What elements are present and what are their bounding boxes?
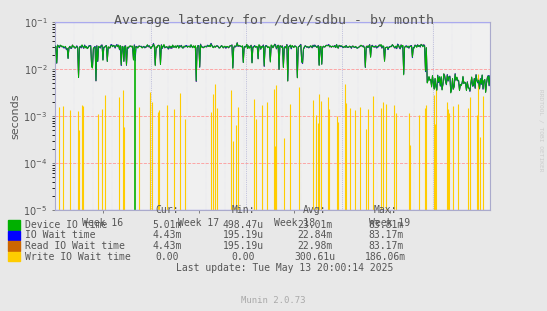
Text: Write IO Wait time: Write IO Wait time	[25, 252, 130, 262]
Text: Min:: Min:	[232, 205, 255, 215]
Text: 195.19u: 195.19u	[223, 241, 264, 251]
Text: RRDTOOL / TOBI OETIKER: RRDTOOL / TOBI OETIKER	[538, 89, 543, 172]
Text: 22.84m: 22.84m	[297, 230, 332, 240]
Text: 0.00: 0.00	[155, 252, 178, 262]
Text: Device IO time: Device IO time	[25, 220, 107, 230]
Text: 300.61u: 300.61u	[294, 252, 335, 262]
Text: 23.01m: 23.01m	[297, 220, 332, 230]
Text: Max:: Max:	[374, 205, 397, 215]
Text: 0.00: 0.00	[232, 252, 255, 262]
Text: 195.19u: 195.19u	[223, 230, 264, 240]
Text: 5.01m: 5.01m	[152, 220, 182, 230]
Text: Avg:: Avg:	[303, 205, 326, 215]
Text: Read IO Wait time: Read IO Wait time	[25, 241, 125, 251]
Text: IO Wait time: IO Wait time	[25, 230, 95, 240]
Text: 186.06m: 186.06m	[365, 252, 406, 262]
Text: Last update: Tue May 13 20:00:14 2025: Last update: Tue May 13 20:00:14 2025	[176, 262, 393, 272]
Text: Average latency for /dev/sdbu - by month: Average latency for /dev/sdbu - by month	[113, 14, 434, 27]
Text: 498.47u: 498.47u	[223, 220, 264, 230]
Text: 83.81m: 83.81m	[368, 220, 403, 230]
Text: 4.43m: 4.43m	[152, 241, 182, 251]
Y-axis label: seconds: seconds	[10, 93, 20, 139]
Text: 22.98m: 22.98m	[297, 241, 332, 251]
Text: Munin 2.0.73: Munin 2.0.73	[241, 296, 306, 305]
Text: 83.17m: 83.17m	[368, 241, 403, 251]
Text: 83.17m: 83.17m	[368, 230, 403, 240]
Text: 4.43m: 4.43m	[152, 230, 182, 240]
Text: Cur:: Cur:	[155, 205, 178, 215]
